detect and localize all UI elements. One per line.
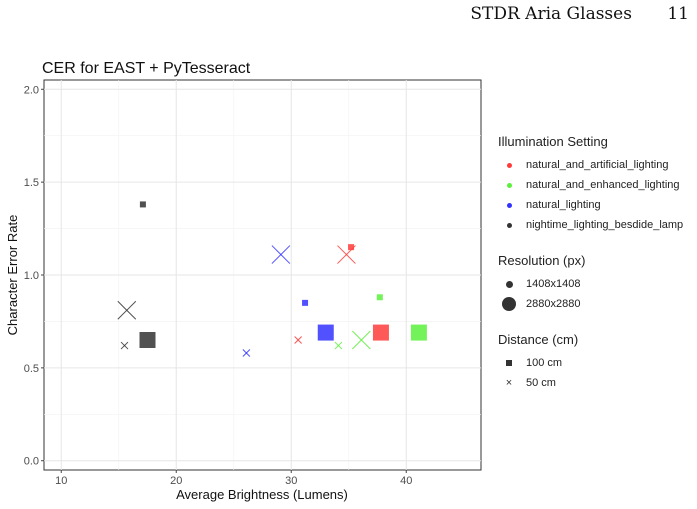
legend-title-illumination: Illumination Setting	[498, 134, 608, 149]
legend-illumination: Illumination Setting natural_and_artific…	[498, 134, 683, 235]
legend-title-resolution: Resolution (px)	[498, 253, 586, 268]
grid-lines	[44, 80, 481, 470]
y-tick-label: 0.0	[24, 456, 39, 468]
legend: Illumination Setting natural_and_artific…	[498, 134, 683, 411]
running-title: STDR Aria Glasses	[470, 4, 632, 24]
y-tick-label: 1.5	[24, 177, 39, 189]
x-tick-label: 20	[170, 475, 182, 487]
y-axis-label: Character Error Rate	[5, 215, 20, 336]
legend-item-enhanced: natural_and_enhanced_lighting	[498, 175, 683, 195]
legend-label: 100 cm	[526, 357, 563, 369]
data-point-square	[372, 324, 389, 341]
data-point-cross	[334, 341, 343, 350]
legend-label: 1408x1408	[526, 278, 581, 290]
data-point-square	[410, 324, 427, 341]
y-tick-label: 0.5	[24, 363, 39, 375]
legend-item-50cm: × 50 cm	[498, 373, 683, 393]
legend-title-distance: Distance (cm)	[498, 332, 579, 347]
x-axis-label: Average Brightness (Lumens)	[176, 487, 348, 502]
legend-item-100cm: 100 cm	[498, 353, 683, 373]
data-point-square	[139, 332, 156, 348]
legend-key-red	[506, 162, 512, 168]
x-tick-label: 40	[400, 475, 412, 487]
y-tick-label: 1.0	[24, 270, 39, 282]
data-point-cross	[337, 245, 356, 264]
legend-resolution: Resolution (px) 1408x1408 2880x2880	[498, 253, 683, 314]
legend-label: 50 cm	[526, 377, 556, 389]
legend-distance: Distance (cm) 100 cm × 50 cm	[498, 332, 683, 393]
page-header: STDR Aria Glasses 11	[470, 4, 689, 24]
legend-item-natural: natural_lighting	[498, 195, 683, 215]
x-tick-label: 10	[55, 475, 67, 487]
legend-item-large: 2880x2880	[498, 294, 683, 314]
legend-label: natural_lighting	[526, 199, 601, 211]
legend-key-blue	[506, 202, 512, 208]
legend-item-night: nightime_lighting_besdide_lamp	[498, 215, 683, 235]
data-point-cross	[120, 341, 129, 350]
legend-label: nightime_lighting_besdide_lamp	[526, 219, 684, 231]
legend-item-small: 1408x1408	[498, 274, 683, 294]
legend-label: 2880x2880	[526, 298, 581, 310]
chart-title: CER for EAST + PyTesseract	[42, 60, 251, 77]
data-point-square	[302, 299, 309, 306]
legend-key-dark	[506, 222, 512, 228]
y-tick-label: 2.0	[24, 84, 39, 96]
data-point-square	[317, 324, 334, 341]
data-point-square	[348, 244, 355, 251]
legend-key-green	[506, 182, 512, 188]
legend-label: natural_and_enhanced_lighting	[526, 179, 680, 191]
data-points	[117, 201, 427, 357]
data-point-square	[139, 201, 146, 208]
square-icon	[506, 360, 512, 366]
page-number: 11	[667, 4, 689, 24]
legend-item-artificial: natural_and_artificial_lighting	[498, 155, 683, 175]
axis-ticks: 10 20 30 40 0.0 0.5 1.0 1.5 2.0	[24, 84, 413, 487]
data-point-square	[376, 294, 383, 301]
data-point-cross	[242, 349, 251, 357]
cross-icon: ×	[505, 376, 513, 389]
data-point-cross	[271, 245, 291, 264]
data-point-cross	[294, 336, 303, 344]
x-tick-label: 30	[285, 475, 297, 487]
legend-key-small-circle	[505, 280, 513, 288]
data-point-cross	[352, 330, 371, 350]
legend-key-large-circle	[502, 297, 516, 311]
data-point-cross	[117, 300, 137, 320]
legend-label: natural_and_artificial_lighting	[526, 159, 669, 171]
